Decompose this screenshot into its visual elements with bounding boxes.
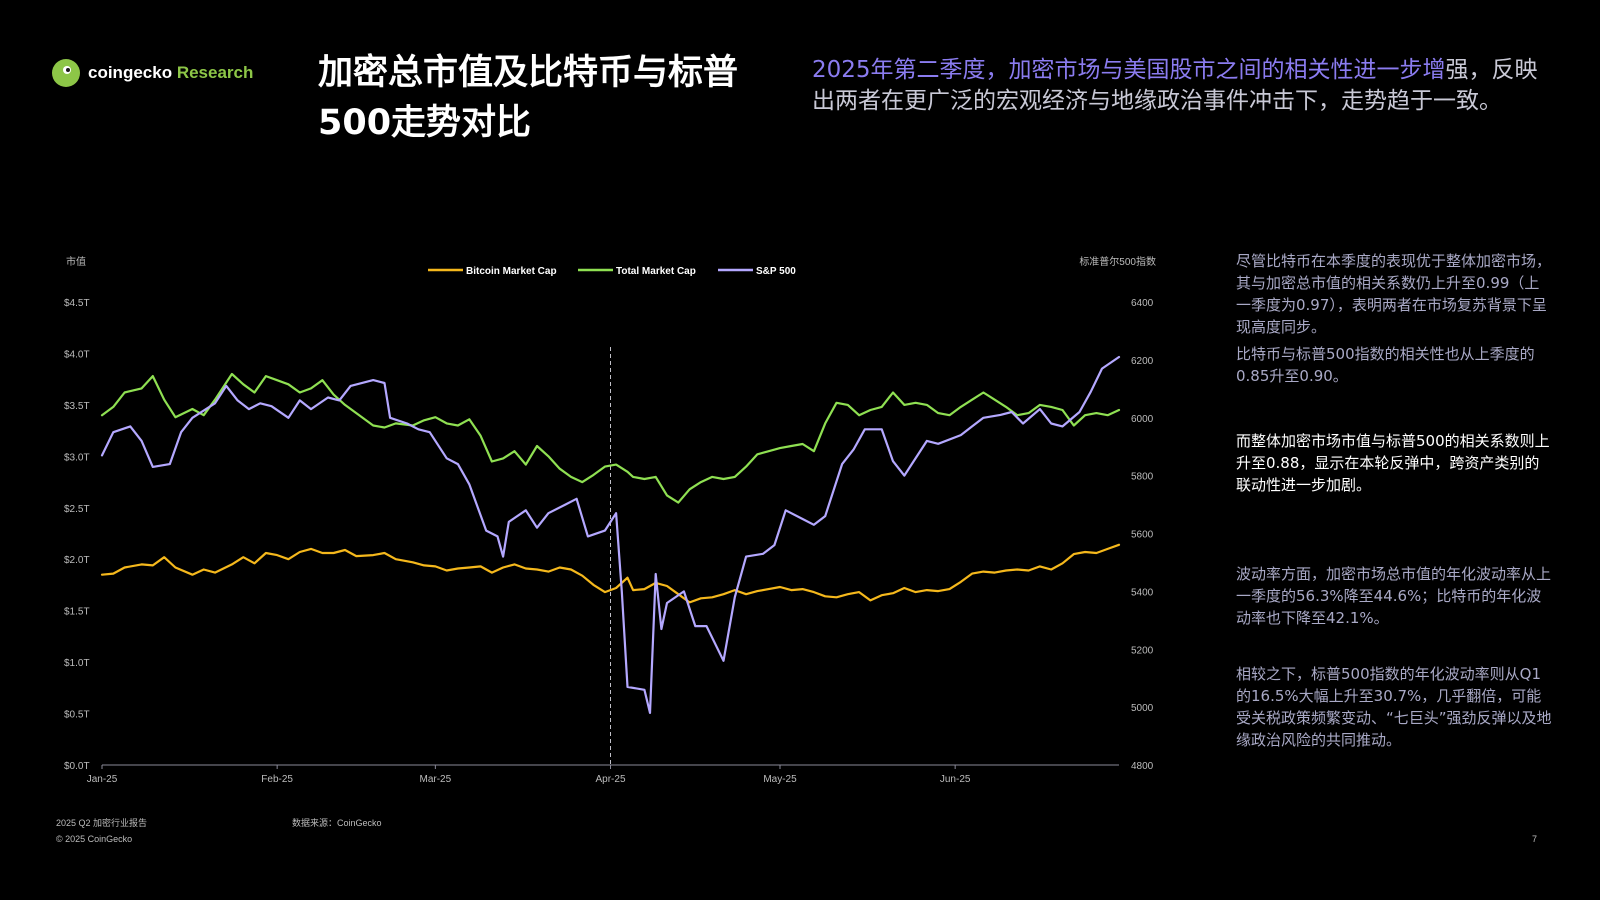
note-btc-sp500: 比特币与标普500指数的相关性也从上季度的0.85升至0.90。	[1236, 343, 1554, 387]
subtitle-rest: 强，反映出两者在更广泛的宏观经济与地缘政治事件冲击下，走势趋于一致。	[812, 57, 1538, 114]
y2-axis-title: 标准普尔500指数	[1079, 255, 1156, 268]
page-number: 7	[1532, 834, 1538, 844]
footer-source: 数据来源：CoinGecko	[292, 818, 382, 828]
note-volatility: 波动率方面，加密市场总市值的年化波动率从上一季度的56.3%降至44.6%；比特…	[1236, 563, 1554, 629]
x-axis: Jan-25 Feb-25 Mar-25 Apr-25 May-25 Jun-25	[87, 765, 971, 785]
page-title: 加密总市值及比特币与标普500走势对比	[318, 53, 739, 143]
note-total-sp500: 而整体加密市场市值与标普500的相关系数则上升至0.88，显示在本轮反弹中，跨资…	[1236, 430, 1554, 496]
brand-wordmark: coingecko Research	[88, 63, 253, 83]
legend-label-sp500: S&P 500	[756, 266, 796, 277]
brand-name: coingecko	[88, 63, 173, 82]
y-axis-title: 市值	[66, 255, 86, 268]
series-lines	[100, 355, 1121, 715]
y-tick-label: $4.0T	[64, 349, 90, 360]
y-tick-label: $0.5T	[64, 710, 90, 721]
y-tick-label: $0.0T	[64, 761, 90, 772]
y2-tick-label: 6200	[1131, 356, 1154, 367]
brand-logo: coingecko Research	[52, 59, 253, 87]
y-tick-label: $1.0T	[64, 658, 90, 669]
note-text-4: 波动率方面，加密市场总市值的年化波动率从上一季度的56.3%降至44.6%；比特…	[1236, 565, 1552, 627]
y2-tick-label: 5400	[1131, 587, 1154, 598]
y2-tick-label: 6000	[1131, 414, 1154, 425]
y-tick-label: $2.5T	[64, 504, 90, 515]
total-market-cap-line	[100, 372, 1121, 504]
subtitle-highlight: 2025年第二季度，加密市场与美国股市之间的相关性进一步增	[812, 57, 1446, 83]
note-btc-correlation: 尽管比特币在本季度的表现优于整体加密市场，其与加密总市值的相关系数仍上升至0.9…	[1236, 250, 1554, 338]
footer-copyright: © 2025 CoinGecko	[56, 834, 133, 844]
y2-tick-label: 5200	[1131, 645, 1154, 656]
note-text-2: 比特币与标普500指数的相关性也从上季度的0.85升至0.90。	[1236, 345, 1535, 385]
chart-legend: Bitcoin Market Cap Total Market Cap S&P …	[428, 266, 796, 277]
y2-tick-label: 6400	[1131, 298, 1154, 309]
gecko-icon	[52, 59, 80, 87]
note-text-1: 尽管比特币在本季度的表现优于整体加密市场，其与加密总市值的相关系数仍上升至0.9…	[1236, 252, 1552, 336]
y-tick-label: $4.5T	[64, 298, 90, 309]
legend-label-total: Total Market Cap	[616, 266, 696, 277]
y-tick-label: $3.0T	[64, 452, 90, 463]
footer-report: 2025 Q2 加密行业报告	[56, 818, 148, 828]
y2-tick-label: 5800	[1131, 472, 1154, 483]
sp500-line	[100, 355, 1121, 715]
y-tick-label: $2.0T	[64, 555, 90, 566]
y-tick-label: $1.5T	[64, 607, 90, 618]
y-axis-right: 4800 5000 5200 5400 5600 5800 6000 6200 6400	[1131, 298, 1154, 772]
y-axis-left: $0.0T $0.5T $1.0T $1.5T $2.0T $2.5T $3.0T $3.5T…	[64, 298, 90, 772]
x-tick-label: Jan-25	[87, 774, 118, 785]
x-tick-label: May-25	[763, 774, 797, 785]
legend-label-bitcoin: Bitcoin Market Cap	[466, 266, 557, 277]
x-tick-label: Jun-25	[940, 774, 971, 785]
market-cap-chart: 市值 标准普尔500指数 Bitcoin Market Cap Total Ma…	[64, 255, 1156, 785]
bitcoin-market-cap-line	[100, 543, 1121, 604]
page-subtitle: 2025年第二季度，加密市场与美国股市之间的相关性进一步增强，反映出两者在更广泛…	[812, 55, 1542, 117]
note-sp500-volatility: 相较之下，标普500指数的年化波动率则从Q1的16.5%大幅上升至30.7%，几…	[1236, 663, 1554, 751]
note-text-5: 相较之下，标普500指数的年化波动率则从Q1的16.5%大幅上升至30.7%，几…	[1236, 665, 1552, 749]
x-tick-label: Apr-25	[595, 774, 625, 785]
y2-tick-label: 5000	[1131, 703, 1154, 714]
y2-tick-label: 5600	[1131, 530, 1154, 541]
x-tick-label: Feb-25	[261, 774, 293, 785]
note-text-3: 而整体加密市场市值与标普500的相关系数则上升至0.88，显示在本轮反弹中，跨资…	[1236, 432, 1550, 494]
x-tick-label: Mar-25	[420, 774, 452, 785]
y-tick-label: $3.5T	[64, 401, 90, 412]
y2-tick-label: 4800	[1131, 761, 1154, 772]
brand-suffix: Research	[176, 63, 254, 82]
